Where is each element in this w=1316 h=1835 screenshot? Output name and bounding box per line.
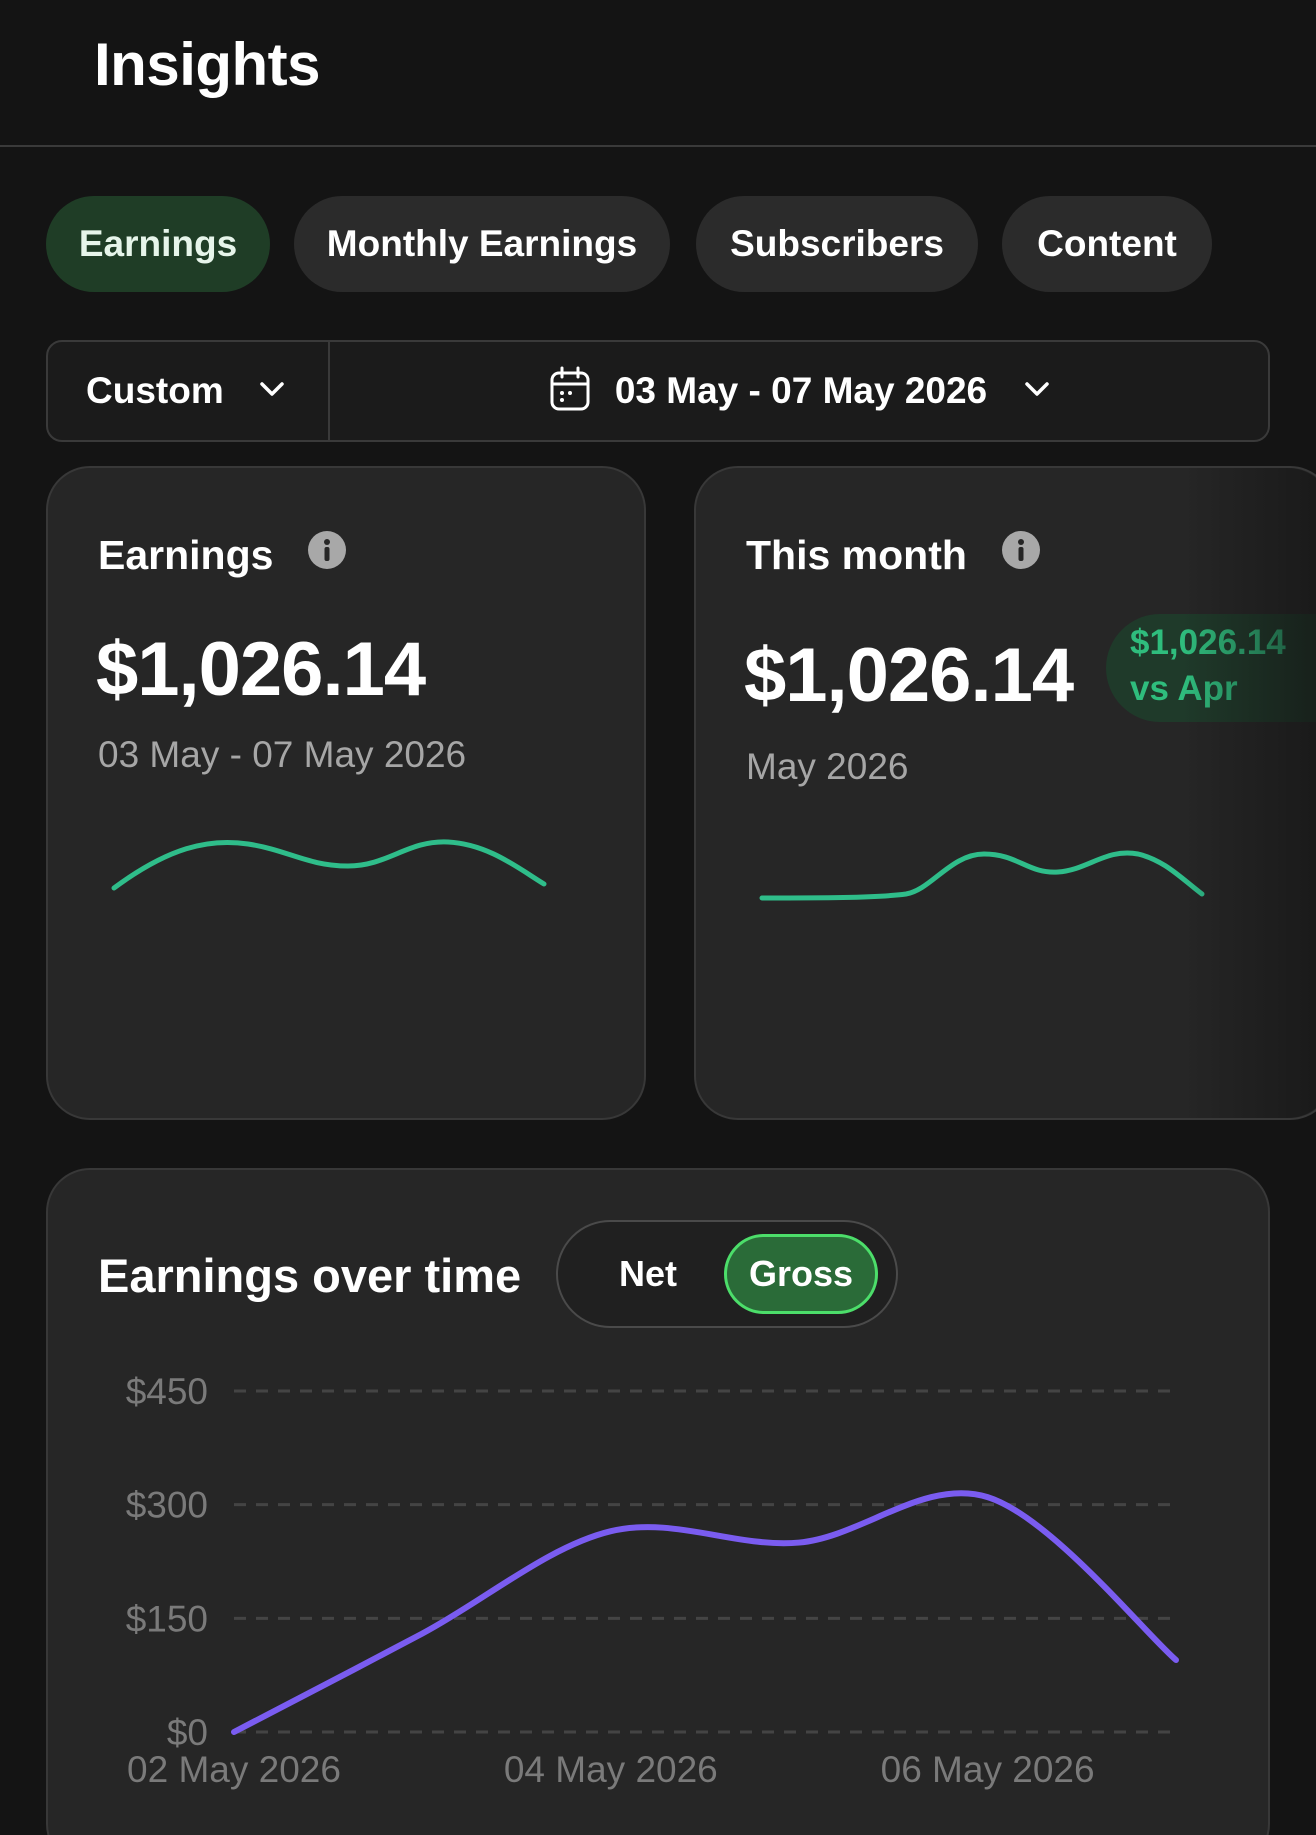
this-month-card[interactable]: This month $1,026.14 $1,026.14 vs Apr Ma… [694, 466, 1316, 1120]
card-fade-overlay [1182, 468, 1316, 1118]
date-range-label: 03 May - 07 May 2026 [614, 370, 988, 411]
range-type-select[interactable]: Custom [48, 342, 330, 440]
month-delta-badge: $1,026.14 vs Apr [1106, 614, 1316, 722]
earnings-card[interactable]: Earnings $1,026.14 03 May - 07 May 2026 [46, 466, 646, 1120]
this-month-period: May 2026 [746, 746, 909, 787]
calendar-icon [549, 366, 591, 417]
earnings-period: 03 May - 07 May 2026 [98, 734, 467, 775]
earnings-over-time-card: Earnings over time Net Gross $0 $150 $300 $… [46, 1168, 1270, 1835]
x-tick-label: 02 May 2026 [127, 1749, 341, 1790]
tab-monthly-earnings[interactable]: Monthly Earnings [294, 196, 670, 292]
this-month-value: $1,026.14 [744, 633, 1074, 718]
header: Insights [0, 0, 1316, 147]
this-month-card-title-label: This month [746, 531, 967, 578]
this-month-card-title: This month [746, 530, 1041, 580]
y-tick-label: $150 [126, 1598, 208, 1639]
net-gross-toggle: Net Gross [556, 1220, 898, 1328]
earnings-card-title-label: Earnings [98, 531, 274, 578]
delta-comparison: vs Apr [1130, 669, 1238, 708]
date-filter: Custom 03 May - 07 May 2026 [46, 340, 1270, 442]
date-range-picker[interactable]: 03 May - 07 May 2026 [332, 342, 1268, 440]
earnings-value: $1,026.14 [96, 627, 426, 712]
y-tick-label: $450 [126, 1371, 208, 1412]
range-type-label: Custom [86, 370, 224, 411]
tab-subscribers[interactable]: Subscribers [696, 196, 978, 292]
page-title: Insights [94, 31, 321, 98]
info-icon[interactable] [307, 530, 347, 580]
earnings-sparkline [111, 839, 547, 891]
chevron-down-icon [258, 380, 286, 403]
x-tick-label: 06 May 2026 [881, 1749, 1095, 1790]
toggle-gross[interactable]: Gross [724, 1234, 878, 1314]
delta-amount: $1,026.14 [1130, 623, 1286, 662]
earnings-line-chart: $0 $150 $300 $450 02 May 2026 04 May 2026 06 M… [126, 1371, 1179, 1790]
chevron-down-icon [1023, 380, 1051, 403]
tab-earnings[interactable]: Earnings [46, 196, 270, 292]
chart-title: Earnings over time [98, 1249, 522, 1302]
y-tick-label: $300 [126, 1485, 208, 1526]
series-line [231, 1490, 1179, 1735]
toggle-net[interactable]: Net [618, 1253, 677, 1294]
tab-content[interactable]: Content [1002, 196, 1212, 292]
earnings-card-title: Earnings [98, 530, 347, 580]
this-month-sparkline [759, 850, 1205, 901]
y-tick-label: $0 [167, 1712, 208, 1753]
info-icon[interactable] [1001, 530, 1041, 580]
x-tick-label: 04 May 2026 [504, 1749, 718, 1790]
